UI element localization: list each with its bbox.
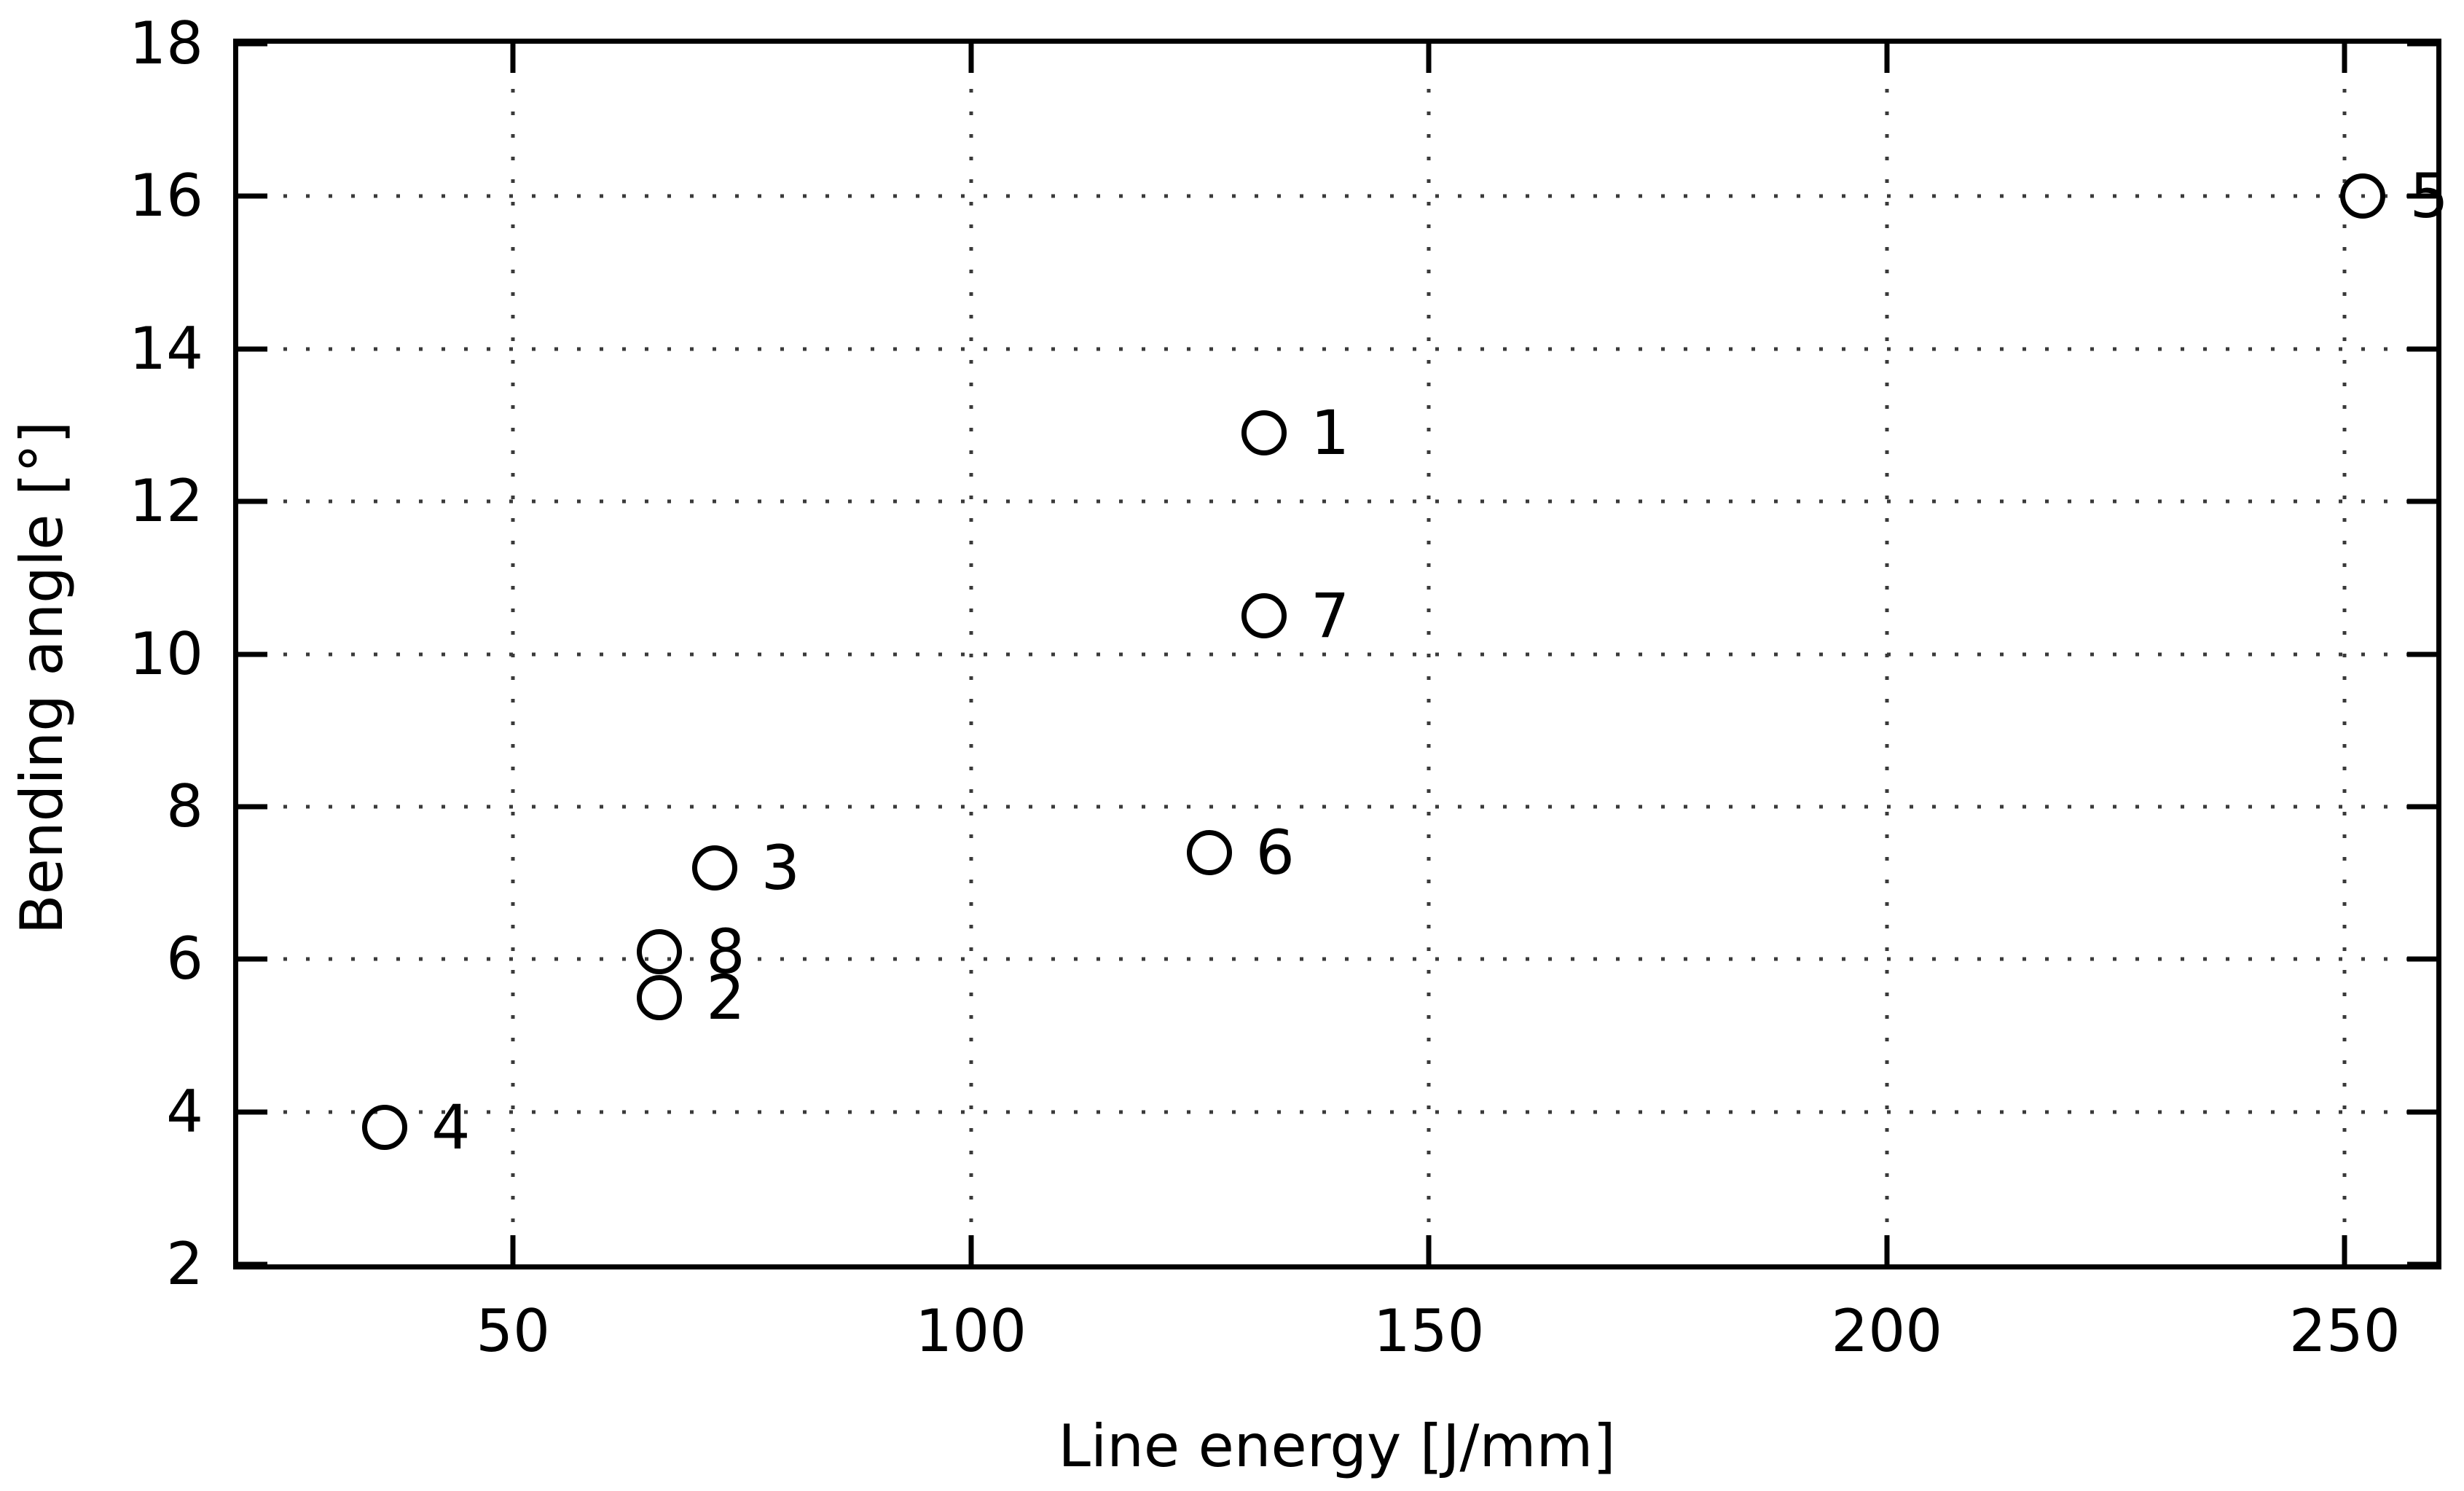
data-point-label-3: 3 <box>761 831 801 904</box>
data-point-2 <box>637 974 683 1020</box>
y-tick-mark <box>238 498 267 504</box>
x-tick-mark-mirror <box>1884 44 1890 73</box>
x-tick-mark <box>968 1235 974 1264</box>
y-tick-label: 18 <box>129 9 203 77</box>
gridline-y-8 <box>238 805 2436 809</box>
y-tick-mark-mirror <box>2407 346 2436 352</box>
data-point-5 <box>2340 173 2386 219</box>
x-tick-label: 150 <box>1373 1297 1485 1365</box>
data-point-label-1: 1 <box>1310 396 1350 469</box>
gridline-y-16 <box>238 194 2436 198</box>
y-tick-mark <box>238 346 267 352</box>
plot-area: 50 100 150 200 250 2 4 6 8 10 12 14 16 18 1 2 3 4 5 6 7 8 <box>129 15 2449 1361</box>
gridline-y-12 <box>238 499 2436 504</box>
x-tick-mark <box>2342 1235 2347 1264</box>
x-tick-mark-mirror <box>2342 44 2347 73</box>
y-tick-mark <box>238 1109 267 1115</box>
data-point-label-6: 6 <box>1255 816 1295 888</box>
data-point-8 <box>637 928 683 974</box>
y-tick-label: 14 <box>129 314 203 383</box>
y-tick-mark <box>238 41 267 47</box>
y-tick-label: 16 <box>129 162 203 230</box>
y-tick-mark-mirror <box>2407 41 2436 47</box>
data-point-1 <box>1241 410 1287 455</box>
data-point-label-4: 4 <box>431 1091 471 1163</box>
x-tick-mark <box>510 1235 516 1264</box>
data-point-label-2: 2 <box>706 961 745 1033</box>
y-tick-mark <box>238 956 267 962</box>
gridline-x-100 <box>969 44 973 1264</box>
data-point-label-5: 5 <box>2409 160 2449 232</box>
y-tick-mark <box>238 804 267 810</box>
gridline-x-150 <box>1427 44 1431 1264</box>
data-point-4 <box>362 1104 408 1150</box>
x-tick-label: 200 <box>1831 1297 1943 1365</box>
gridline-x-250 <box>2342 44 2347 1264</box>
x-tick-mark-mirror <box>1426 44 1432 73</box>
x-tick-mark-mirror <box>510 44 516 73</box>
y-tick-mark-mirror <box>2407 1109 2436 1115</box>
y-tick-mark-mirror <box>2407 1261 2436 1267</box>
gridline-y-6 <box>238 957 2436 961</box>
x-tick-mark <box>1884 1235 1890 1264</box>
x-tick-mark <box>1426 1235 1432 1264</box>
y-tick-label: 6 <box>166 925 203 993</box>
y-tick-label: 2 <box>166 1230 203 1298</box>
gridline-x-200 <box>1885 44 1889 1264</box>
y-tick-mark <box>238 651 267 657</box>
x-tick-label: 50 <box>476 1297 551 1365</box>
x-tick-label: 100 <box>915 1297 1027 1365</box>
y-tick-mark-mirror <box>2407 956 2436 962</box>
data-point-6 <box>1186 829 1232 875</box>
data-point-3 <box>691 845 737 891</box>
y-tick-label: 10 <box>129 619 203 688</box>
x-tick-mark-mirror <box>968 44 974 73</box>
data-point-label-7: 7 <box>1310 580 1350 652</box>
gridline-y-4 <box>238 1110 2436 1114</box>
y-axis-title: Bending angle [°] <box>8 420 76 935</box>
y-tick-label: 8 <box>166 772 203 840</box>
gridline-x-50 <box>511 44 515 1264</box>
data-point-7 <box>1241 593 1287 639</box>
y-tick-mark-mirror <box>2407 651 2436 657</box>
y-tick-label: 12 <box>129 467 203 536</box>
y-tick-mark <box>238 193 267 199</box>
y-tick-mark-mirror <box>2407 193 2436 199</box>
x-axis-title: Line energy [J/mm] <box>1058 1412 1616 1480</box>
data-point-label-8: 8 <box>706 915 745 987</box>
y-tick-label: 4 <box>166 1077 203 1146</box>
x-tick-label: 250 <box>2288 1297 2401 1365</box>
y-tick-mark-mirror <box>2407 498 2436 504</box>
gridline-y-14 <box>238 347 2436 351</box>
y-tick-mark-mirror <box>2407 804 2436 810</box>
gridline-y-10 <box>238 652 2436 656</box>
y-tick-mark <box>238 1261 267 1267</box>
